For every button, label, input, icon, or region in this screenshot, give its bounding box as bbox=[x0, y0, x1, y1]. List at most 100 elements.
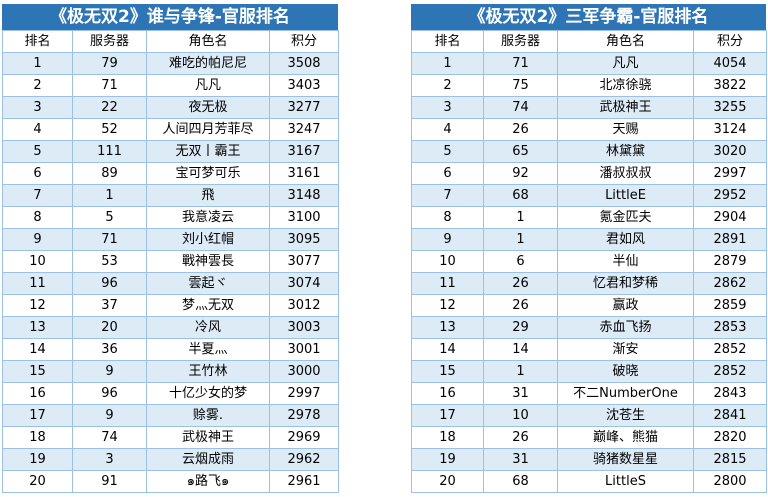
rank-cell: 6 bbox=[2, 162, 73, 185]
header-score: 积分 bbox=[269, 30, 339, 53]
score-cell: 2904 bbox=[693, 206, 767, 229]
server-cell: 26 bbox=[483, 294, 558, 317]
right-panel-title: 《极无双2》三军争霸-官服排名 bbox=[411, 4, 766, 30]
server-cell: 10 bbox=[483, 404, 558, 427]
role-name-cell: 赢政 bbox=[557, 294, 694, 317]
score-cell: 3124 bbox=[693, 118, 767, 141]
role-name-cell: 人间四月芳菲尽 bbox=[146, 118, 270, 141]
rank-cell: 11 bbox=[411, 272, 484, 295]
rank-cell: 5 bbox=[2, 140, 73, 163]
table-row: 8 1 氪金匹夫 2904 bbox=[411, 206, 767, 229]
rank-cell: 2 bbox=[411, 74, 484, 97]
role-name-cell: ๑路飞๑ bbox=[146, 470, 270, 493]
server-cell: 37 bbox=[72, 294, 147, 317]
table-row: 9 71 刘小红帽 3095 bbox=[2, 228, 339, 251]
table-row: 9 1 君如风 2891 bbox=[411, 228, 767, 251]
score-cell: 2862 bbox=[693, 272, 767, 295]
rank-cell: 6 bbox=[411, 162, 484, 185]
role-name-cell: 梦灬无双 bbox=[146, 294, 270, 317]
server-cell: 29 bbox=[483, 316, 558, 339]
score-cell: 3000 bbox=[269, 360, 339, 383]
role-name-cell: 云烟成雨 bbox=[146, 448, 270, 471]
role-name-cell: 骑猪数星星 bbox=[557, 448, 694, 471]
role-name-cell: 破晓 bbox=[557, 360, 694, 383]
server-cell: 71 bbox=[72, 74, 147, 97]
table-row: 20 91 ๑路飞๑ 2961 bbox=[2, 470, 339, 493]
score-cell: 3255 bbox=[693, 96, 767, 119]
server-cell: 26 bbox=[483, 272, 558, 295]
rank-cell: 2 bbox=[2, 74, 73, 97]
server-cell: 96 bbox=[72, 272, 147, 295]
server-cell: 111 bbox=[72, 140, 147, 163]
role-name-cell: 忆君和梦稀 bbox=[557, 272, 694, 295]
rank-cell: 17 bbox=[2, 404, 73, 427]
score-cell: 3077 bbox=[269, 250, 339, 273]
score-cell: 2853 bbox=[693, 316, 767, 339]
role-name-cell: 半仙 bbox=[557, 250, 694, 273]
rank-cell: 13 bbox=[2, 316, 73, 339]
rank-cell: 14 bbox=[411, 338, 484, 361]
role-name-cell: 渐安 bbox=[557, 338, 694, 361]
role-name-cell: 刘小红帽 bbox=[146, 228, 270, 251]
server-cell: 1 bbox=[483, 360, 558, 383]
score-cell: 3095 bbox=[269, 228, 339, 251]
server-cell: 26 bbox=[483, 426, 558, 449]
rank-cell: 1 bbox=[411, 52, 484, 75]
role-name-cell: 林黛黛 bbox=[557, 140, 694, 163]
score-cell: 2952 bbox=[693, 184, 767, 207]
table-row: 18 26 巅峰、熊猫 2820 bbox=[411, 426, 767, 449]
rank-cell: 1 bbox=[2, 52, 73, 75]
rank-cell: 14 bbox=[2, 338, 73, 361]
score-cell: 2961 bbox=[269, 470, 339, 493]
header-rank: 排名 bbox=[2, 30, 73, 53]
table-row: 10 53 戰神雲長 3077 bbox=[2, 250, 339, 273]
table-row: 11 96 雲起ヾ 3074 bbox=[2, 272, 339, 295]
server-cell: 5 bbox=[72, 206, 147, 229]
role-name-cell: 王竹林 bbox=[146, 360, 270, 383]
server-cell: 9 bbox=[72, 360, 147, 383]
server-cell: 22 bbox=[72, 96, 147, 119]
score-cell: 2997 bbox=[269, 382, 339, 405]
server-cell: 71 bbox=[72, 228, 147, 251]
table-row: 3 74 武极神王 3255 bbox=[411, 96, 767, 119]
rank-cell: 18 bbox=[411, 426, 484, 449]
table-row: 4 26 天赐 3124 bbox=[411, 118, 767, 141]
server-cell: 14 bbox=[483, 338, 558, 361]
role-name-cell: 夜无极 bbox=[146, 96, 270, 119]
header-role-name: 角色名 bbox=[557, 30, 694, 53]
table-row: 1 71 凡凡 4054 bbox=[411, 52, 767, 75]
score-cell: 3012 bbox=[269, 294, 339, 317]
table-row: 17 9 赊雾. 2978 bbox=[2, 404, 339, 427]
role-name-cell: LittleS bbox=[557, 470, 694, 493]
rank-cell: 19 bbox=[411, 448, 484, 471]
rank-cell: 15 bbox=[2, 360, 73, 383]
header-server: 服务器 bbox=[72, 30, 147, 53]
server-cell: 53 bbox=[72, 250, 147, 273]
table-row: 10 6 半仙 2879 bbox=[411, 250, 767, 273]
score-cell: 3508 bbox=[269, 52, 339, 75]
server-cell: 68 bbox=[483, 470, 558, 493]
table-row: 16 31 不二NumberOne 2843 bbox=[411, 382, 767, 405]
score-cell: 2891 bbox=[693, 228, 767, 251]
score-cell: 2852 bbox=[693, 360, 767, 383]
role-name-cell: 十亿少女的梦 bbox=[146, 382, 270, 405]
server-cell: 96 bbox=[72, 382, 147, 405]
table-row: 13 20 冷风 3003 bbox=[2, 316, 339, 339]
score-cell: 2820 bbox=[693, 426, 767, 449]
rank-cell: 17 bbox=[411, 404, 484, 427]
role-name-cell: 赤血飞扬 bbox=[557, 316, 694, 339]
role-name-cell: 半夏灬 bbox=[146, 338, 270, 361]
role-name-cell: 凡凡 bbox=[146, 74, 270, 97]
table-row: 12 37 梦灬无双 3012 bbox=[2, 294, 339, 317]
role-name-cell: 雲起ヾ bbox=[146, 272, 270, 295]
rank-cell: 11 bbox=[2, 272, 73, 295]
table-row: 2 75 北凉徐骁 3822 bbox=[411, 74, 767, 97]
server-cell: 1 bbox=[483, 206, 558, 229]
role-name-cell: 武极神王 bbox=[146, 426, 270, 449]
role-name-cell: 氪金匹夫 bbox=[557, 206, 694, 229]
table-row: 18 74 武极神王 2969 bbox=[2, 426, 339, 449]
rank-cell: 16 bbox=[2, 382, 73, 405]
server-cell: 3 bbox=[72, 448, 147, 471]
server-cell: 75 bbox=[483, 74, 558, 97]
table-row: 19 3 云烟成雨 2962 bbox=[2, 448, 339, 471]
